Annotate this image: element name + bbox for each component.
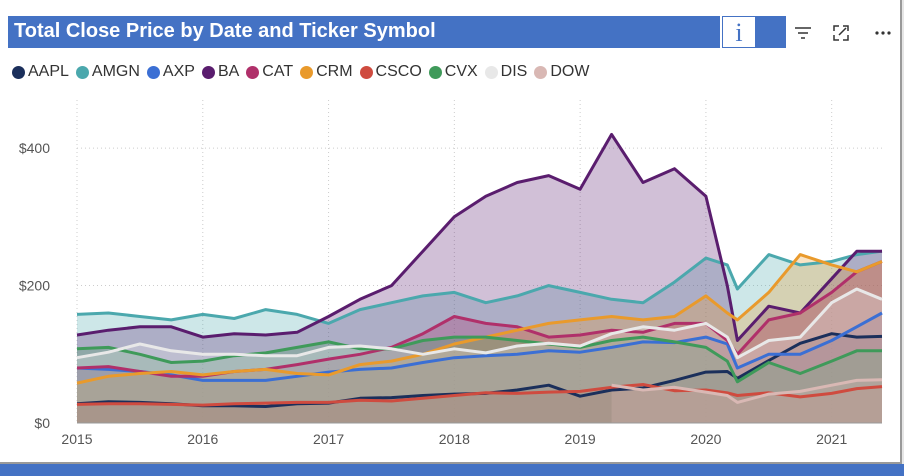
- legend-item-aapl[interactable]: AAPL: [12, 63, 69, 81]
- legend-marker: [300, 65, 314, 79]
- line-axp: [76, 311, 883, 382]
- line-dis: [76, 287, 883, 360]
- chart-title: Total Close Price by Date and Ticker Sym…: [14, 20, 436, 42]
- line-amgn: [76, 249, 883, 325]
- line-dow: [611, 378, 883, 404]
- legend-item-dow[interactable]: DOW: [534, 63, 589, 81]
- x-tick-label: 2017: [313, 431, 344, 447]
- y-tick-label: $400: [19, 140, 50, 156]
- legend-item-ba[interactable]: BA: [201, 63, 240, 81]
- legend-item-cvx[interactable]: CVX: [428, 63, 478, 81]
- legend-item-cat[interactable]: CAT: [246, 63, 293, 81]
- legend-marker: [146, 65, 160, 79]
- focus-mode-icon[interactable]: [826, 18, 856, 48]
- area-axp: [77, 313, 882, 423]
- legend-label: CAT: [262, 63, 294, 80]
- legend-item-axp[interactable]: AXP: [146, 63, 195, 81]
- legend-item-dis[interactable]: DIS: [484, 63, 528, 81]
- next-visual-header-strip: [0, 464, 904, 476]
- legend-marker: [359, 65, 373, 79]
- legend-label: AXP: [162, 63, 195, 80]
- line-ba: [76, 132, 882, 342]
- legend-label: AMGN: [91, 63, 140, 80]
- legend-label: BA: [217, 63, 240, 80]
- area-csco: [77, 384, 882, 423]
- legend-marker: [428, 65, 442, 79]
- chart-legend: AAPL AMGN AXP BA CAT CRM CSCO CVX DIS DOW: [12, 62, 596, 82]
- line-crm: [76, 253, 883, 385]
- legend-marker: [246, 65, 260, 79]
- x-tick-label: 2019: [565, 431, 596, 447]
- title-bar: Total Close Price by Date and Ticker Sym…: [8, 16, 720, 48]
- x-tick-label: 2015: [61, 431, 92, 447]
- x-tick-label: 2016: [187, 431, 218, 447]
- legend-label: CVX: [444, 63, 478, 80]
- x-tick-label: 2020: [690, 431, 721, 447]
- line-cvx: [76, 335, 882, 384]
- y-tick-label: $200: [19, 278, 50, 294]
- legend-marker: [75, 65, 89, 79]
- y-tick-label: $0: [34, 415, 50, 431]
- title-bar-extension: [756, 16, 786, 48]
- line-csco: [76, 383, 883, 407]
- area-cat: [77, 261, 882, 423]
- legend-marker: [484, 65, 498, 79]
- area-aapl: [77, 333, 882, 423]
- legend-label: CSCO: [375, 63, 422, 80]
- legend-item-crm[interactable]: CRM: [300, 63, 353, 81]
- legend-label: DIS: [500, 63, 528, 80]
- x-tick-label: 2018: [439, 431, 470, 447]
- more-options-icon[interactable]: [868, 18, 898, 48]
- legend-label: CRM: [316, 63, 353, 80]
- legend-marker: [534, 65, 548, 79]
- filter-icon[interactable]: [788, 18, 818, 48]
- legend-marker: [12, 65, 25, 79]
- legend-item-csco[interactable]: CSCO: [359, 63, 422, 81]
- legend-item-amgn[interactable]: AMGN: [75, 63, 140, 81]
- x-tick-label: 2021: [816, 431, 847, 447]
- legend-marker: [201, 65, 215, 79]
- legend-label: AAPL: [28, 63, 69, 80]
- legend-label: DOW: [550, 63, 590, 80]
- info-icon[interactable]: i: [722, 16, 756, 48]
